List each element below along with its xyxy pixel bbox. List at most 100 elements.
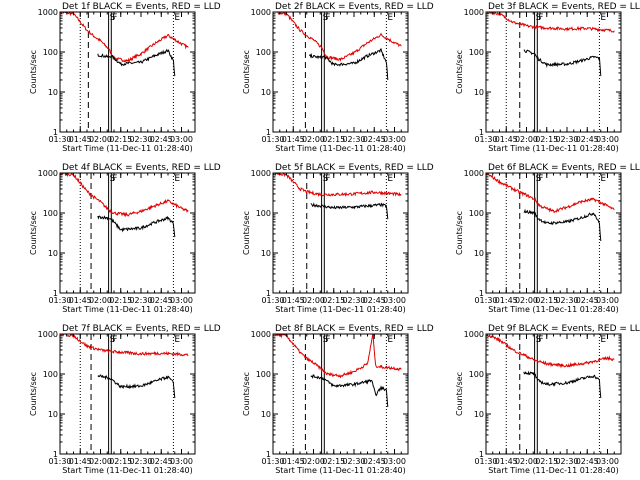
x-tick-label: 02:30: [342, 135, 365, 144]
x-axis-label: Start Time (11-Dec-11 01:28:40): [488, 466, 619, 475]
y-tick-label: 10: [48, 410, 58, 419]
panel-title: Det 3f BLACK = Events, RED = LLD: [488, 2, 640, 12]
x-tick-label: 01:30: [261, 296, 284, 305]
x-tick-label: 01:30: [474, 296, 497, 305]
x-tick-label: 02:00: [515, 135, 538, 144]
y-tick-label: 1000: [464, 169, 484, 178]
x-axis-label: Start Time (11-Dec-11 01:28:40): [488, 144, 619, 153]
panel-title: Det 2f BLACK = Events, RED = LLD: [275, 2, 434, 12]
marker-label: E: [600, 13, 606, 23]
x-tick-label: 02:15: [109, 296, 132, 305]
x-tick-label: 02:45: [150, 296, 173, 305]
marker-label: E: [387, 13, 393, 23]
y-tick-label: 1000: [38, 169, 58, 178]
y-axis-label: Counts/sec: [455, 50, 464, 94]
y-tick-label: 10: [261, 410, 271, 419]
y-tick-label: 100: [43, 370, 58, 379]
y-tick-label: 10: [261, 249, 271, 258]
x-tick-label: 02:45: [576, 457, 599, 466]
marker-label: E: [174, 13, 180, 23]
x-tick-label: 01:45: [282, 135, 305, 144]
marker-label: S: [110, 174, 116, 184]
plot-area: [273, 334, 402, 454]
marker-label: S: [110, 13, 116, 23]
panel-title: Det 4f BLACK = Events, RED = LLD: [62, 163, 221, 173]
y-tick-label: 1: [266, 450, 271, 459]
x-axis-label: Start Time (11-Dec-11 01:28:40): [62, 305, 193, 314]
x-axis-label: Start Time (11-Dec-11 01:28:40): [275, 305, 406, 314]
y-tick-label: 10: [48, 88, 58, 97]
x-tick-label: 02:45: [150, 135, 173, 144]
y-tick-label: 1: [479, 128, 484, 137]
y-tick-label: 1: [53, 450, 58, 459]
x-tick-label: 03:00: [383, 135, 406, 144]
events-series-line: [523, 208, 602, 242]
marker-label: F: [112, 335, 117, 345]
x-tick-label: 02:30: [342, 457, 365, 466]
x-tick-label: 02:45: [363, 457, 386, 466]
events-series-line: [310, 374, 389, 408]
y-tick-label: 1000: [251, 330, 271, 339]
x-tick-label: 02:00: [89, 296, 112, 305]
marker-label: S: [323, 174, 329, 184]
y-tick-label: 1000: [38, 330, 58, 339]
x-axis-label: Start Time (11-Dec-11 01:28:40): [62, 144, 193, 153]
x-tick-label: 02:15: [535, 457, 558, 466]
x-tick-label: 02:30: [129, 457, 152, 466]
x-axis-label: Start Time (11-Dec-11 01:28:40): [275, 144, 406, 153]
y-tick-label: 100: [469, 209, 484, 218]
y-tick-label: 1000: [38, 8, 58, 17]
events-series-line: [310, 202, 389, 220]
marker-label: F: [325, 335, 330, 345]
marker-label: F: [538, 335, 543, 345]
x-tick-label: 02:00: [515, 296, 538, 305]
lld-series-line: [486, 12, 615, 33]
lld-series-line: [60, 334, 189, 357]
lld-series-line: [486, 173, 615, 214]
marker-label: F: [325, 174, 330, 184]
plot-area: [273, 173, 402, 293]
x-tick-label: 02:45: [363, 296, 386, 305]
y-tick-label: 1000: [464, 330, 484, 339]
marker-label: E: [600, 174, 606, 184]
marker-label: E: [600, 335, 606, 345]
x-tick-label: 02:45: [363, 135, 386, 144]
y-tick-label: 10: [474, 88, 484, 97]
x-tick-label: 02:30: [129, 296, 152, 305]
lld-series-line: [60, 12, 189, 63]
x-tick-label: 02:30: [342, 296, 365, 305]
x-tick-label: 01:45: [69, 457, 92, 466]
events-series-line: [523, 49, 602, 77]
events-series-line: [523, 370, 602, 399]
x-tick-label: 02:30: [129, 135, 152, 144]
x-tick-label: 01:45: [495, 457, 518, 466]
y-tick-label: 100: [43, 48, 58, 57]
x-tick-label: 02:00: [302, 457, 325, 466]
lld-series-line: [273, 173, 402, 197]
marker-label: E: [174, 335, 180, 345]
x-tick-label: 02:15: [535, 296, 558, 305]
x-tick-label: 02:00: [89, 135, 112, 144]
x-tick-label: 02:15: [322, 296, 345, 305]
plot-area: [273, 12, 402, 132]
x-tick-label: 03:00: [596, 135, 619, 144]
plot-area: [60, 334, 189, 454]
y-tick-label: 100: [469, 48, 484, 57]
plot-area: [60, 12, 189, 132]
y-axis-label: Counts/sec: [29, 372, 38, 416]
x-tick-label: 01:30: [48, 135, 71, 144]
events-series-line: [97, 215, 176, 238]
x-axis-label: Start Time (11-Dec-11 01:28:40): [488, 305, 619, 314]
marker-label: E: [387, 174, 393, 184]
marker-label: S: [110, 335, 116, 345]
x-tick-label: 03:00: [383, 296, 406, 305]
y-tick-label: 1: [479, 450, 484, 459]
y-tick-label: 10: [474, 249, 484, 258]
